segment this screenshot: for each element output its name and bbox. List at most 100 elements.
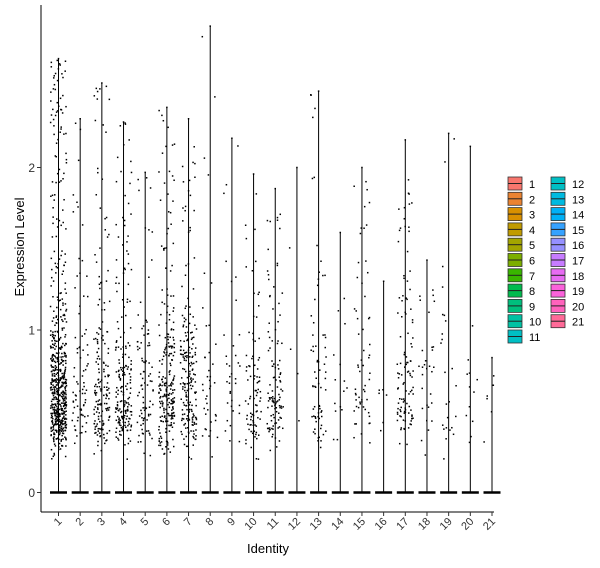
data-point-1 xyxy=(51,381,53,383)
data-point-6 xyxy=(166,398,169,400)
data-point-2 xyxy=(79,346,81,348)
data-point-3 xyxy=(97,304,100,306)
data-point-2 xyxy=(84,430,87,433)
data-point-3 xyxy=(96,357,99,360)
data-point-4 xyxy=(124,373,126,376)
data-point-7 xyxy=(193,146,195,148)
data-point-10 xyxy=(247,423,249,426)
data-point-4 xyxy=(130,425,132,428)
data-point-6 xyxy=(161,448,164,450)
data-point-7 xyxy=(191,417,194,419)
data-point-max-3 xyxy=(101,82,103,84)
data-point-11 xyxy=(272,433,274,436)
data-point-3 xyxy=(102,428,104,431)
data-point-1 xyxy=(56,306,58,309)
data-point-17 xyxy=(403,398,405,400)
data-point-6 xyxy=(171,426,174,428)
data-point-4 xyxy=(124,444,126,446)
data-point-4 xyxy=(117,346,120,348)
data-point-1 xyxy=(62,209,64,211)
data-point-3 xyxy=(97,418,100,420)
data-point-6 xyxy=(166,311,168,314)
data-point-1 xyxy=(65,105,67,108)
data-point-10 xyxy=(244,400,247,402)
data-point-3 xyxy=(100,379,103,381)
violin-group-8 xyxy=(201,25,219,494)
data-point-11 xyxy=(269,220,272,223)
data-point-15 xyxy=(357,364,359,366)
data-point-7 xyxy=(181,409,184,411)
data-point-1 xyxy=(60,362,62,364)
data-point-1 xyxy=(55,111,58,113)
data-point-4 xyxy=(117,370,120,373)
data-point-6 xyxy=(168,397,170,400)
data-point-7 xyxy=(191,363,193,365)
data-point-1 xyxy=(62,378,65,380)
data-point-1 xyxy=(56,226,59,228)
data-point-1 xyxy=(49,345,52,347)
data-point-1 xyxy=(61,359,63,362)
data-point-10 xyxy=(255,260,257,263)
data-point-10 xyxy=(249,397,251,400)
data-point-1 xyxy=(56,431,58,433)
data-point-1 xyxy=(63,393,65,395)
data-point-6 xyxy=(173,351,176,353)
data-point-1 xyxy=(58,430,61,432)
data-point-1 xyxy=(64,318,66,320)
plot-area xyxy=(49,25,501,494)
data-point-7 xyxy=(187,410,190,412)
data-point-8 xyxy=(205,325,208,327)
data-point-1 xyxy=(58,181,61,183)
data-point-5 xyxy=(141,432,144,435)
data-point-3 xyxy=(94,432,96,434)
data-point-4 xyxy=(127,424,129,427)
data-point-6 xyxy=(173,422,175,424)
data-point-17 xyxy=(404,409,407,411)
data-point-1 xyxy=(64,282,67,284)
data-point-17 xyxy=(406,298,408,301)
data-point-20 xyxy=(468,372,471,374)
data-point-1 xyxy=(59,348,62,350)
data-point-8 xyxy=(214,419,217,422)
data-point-20 xyxy=(467,359,470,361)
data-point-4 xyxy=(114,411,117,413)
data-point-4 xyxy=(127,420,130,423)
data-point-15 xyxy=(354,388,357,390)
data-point-4 xyxy=(126,408,129,411)
data-point-1 xyxy=(59,97,62,100)
data-point-1 xyxy=(55,398,57,401)
data-point-11 xyxy=(280,417,282,419)
data-point-5 xyxy=(151,259,153,261)
data-point-1 xyxy=(54,386,57,388)
data-point-10 xyxy=(252,421,255,424)
data-point-7 xyxy=(192,430,195,432)
data-point-2 xyxy=(81,425,84,428)
data-point-15 xyxy=(360,433,363,435)
data-point-6 xyxy=(163,395,165,397)
data-point-4 xyxy=(119,336,122,338)
data-point-19 xyxy=(444,161,446,163)
data-point-12 xyxy=(298,419,300,422)
data-point-1 xyxy=(56,410,58,412)
data-point-16 xyxy=(378,392,380,395)
data-point-1 xyxy=(56,382,59,384)
data-point-10 xyxy=(250,430,252,433)
data-point-max-9 xyxy=(231,137,233,139)
data-point-7 xyxy=(190,430,192,432)
data-point-6 xyxy=(158,425,160,428)
data-point-1 xyxy=(64,336,66,338)
data-point-1 xyxy=(53,410,56,413)
data-point-17 xyxy=(407,361,409,364)
data-point-5 xyxy=(142,422,144,425)
data-point-1 xyxy=(60,345,63,348)
violin-8 xyxy=(202,26,219,493)
data-point-7 xyxy=(195,360,198,363)
data-point-1 xyxy=(59,64,61,66)
data-point-1 xyxy=(60,254,62,257)
data-point-4 xyxy=(116,404,119,407)
data-point-4 xyxy=(115,431,117,433)
x-tick-label-9: 9 xyxy=(225,516,238,529)
x-tick-label-2: 2 xyxy=(73,516,86,529)
data-point-1 xyxy=(50,195,52,198)
data-point-3 xyxy=(104,342,106,345)
